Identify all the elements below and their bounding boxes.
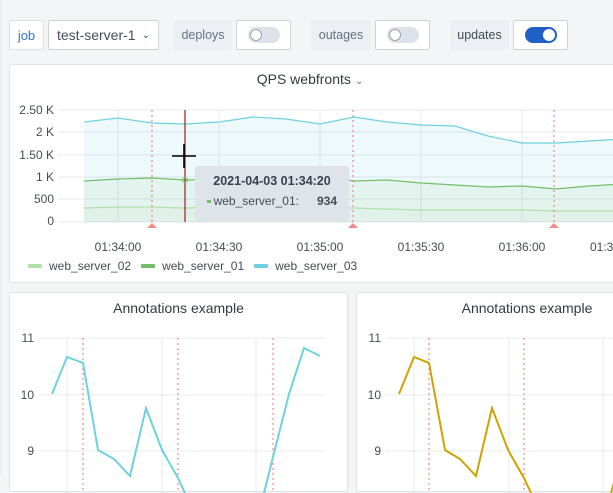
legend-item-web-server-02[interactable]: web_server_02 xyxy=(28,259,131,273)
job-variable-value: test-server-1 xyxy=(57,27,136,43)
x-tick: 01:34:30 xyxy=(195,240,243,254)
outages-label: outages xyxy=(311,20,371,50)
y-tick: 10 xyxy=(367,388,381,402)
toggle-knob xyxy=(249,29,262,41)
legend-label: web_server_03 xyxy=(275,259,358,273)
tooltip-value: 934 xyxy=(316,194,337,208)
y-tick: 11 xyxy=(21,331,34,345)
legend-label: web_server_02 xyxy=(49,259,132,273)
tooltip-series: web_server_01: xyxy=(213,194,299,208)
y-tick: 9 xyxy=(374,444,381,458)
panel-title[interactable]: Annotations example xyxy=(461,300,593,316)
x-tick: 01:36:00 xyxy=(498,240,546,254)
deploys-label: deploys xyxy=(174,20,232,50)
hover-tooltip: 2021-04-03 01:34:20 web_server_01: 934 xyxy=(195,166,349,221)
y-tick: 11 xyxy=(368,331,381,345)
outages-toggle-container[interactable] xyxy=(375,20,430,50)
tooltip-swatch xyxy=(207,199,211,203)
x-tick: 01:35:00 xyxy=(296,240,344,254)
crosshair-cursor-icon xyxy=(172,144,196,168)
job-variable-select[interactable]: test-server-1 ⌄ xyxy=(48,20,159,50)
y-tick: 10 xyxy=(20,388,34,402)
y-tick: 2 K xyxy=(35,125,54,139)
qps-webfronts-panel: QPS webfronts ⌄ 2.50 K 2 K 1.50 K 1 K 500… xyxy=(9,64,613,283)
annotations-chart-1[interactable] xyxy=(10,293,349,493)
y-tick: 2.50 K xyxy=(19,103,54,117)
legend-swatch xyxy=(254,264,269,268)
panel-title[interactable]: QPS webfronts ⌄ xyxy=(10,71,610,87)
y-tick: 1.50 K xyxy=(19,148,54,162)
toggle-knob xyxy=(388,29,401,41)
deploys-toggle[interactable] xyxy=(247,27,280,43)
outages-toggle[interactable] xyxy=(386,27,419,43)
legend-item-web-server-01[interactable]: web_server_01 xyxy=(141,259,244,273)
deploys-toggle-container[interactable] xyxy=(236,20,291,50)
annotations-chart-2[interactable] xyxy=(357,293,613,493)
y-tick: 9 xyxy=(27,444,34,458)
y-tick: 500 xyxy=(33,192,54,206)
legend-swatch xyxy=(28,264,42,268)
updates-label: updates xyxy=(450,20,509,50)
chevron-down-icon: ⌄ xyxy=(141,29,150,41)
annotations-panel-1: Annotations example 11 10 9 xyxy=(9,292,349,493)
tooltip-row: web_server_01: 934 xyxy=(207,194,337,208)
updates-toggle-container[interactable] xyxy=(513,20,568,50)
y-tick: 0 xyxy=(47,214,54,228)
panel-title-text: QPS webfronts xyxy=(256,71,351,87)
left-edge xyxy=(0,0,2,476)
updates-toggle[interactable] xyxy=(524,27,557,43)
annotations-panel-2: Annotations example 11 10 9 xyxy=(356,292,613,493)
tooltip-time: 2021-04-03 01:34:20 xyxy=(213,174,331,188)
legend-item-web-server-03[interactable]: web_server_03 xyxy=(254,259,357,273)
y-tick: 1 K xyxy=(35,170,54,184)
job-variable-label[interactable]: job xyxy=(9,20,44,50)
x-tick: 01:34:00 xyxy=(94,240,142,254)
chevron-down-icon: ⌄ xyxy=(354,76,364,87)
legend: web_server_02 web_server_01 web_server_0… xyxy=(28,259,367,273)
legend-label: web_server_01 xyxy=(162,259,245,273)
legend-swatch xyxy=(141,264,156,268)
toggle-knob xyxy=(542,29,555,41)
x-tick: 01:3 xyxy=(590,240,613,254)
x-tick: 01:35:30 xyxy=(397,240,445,254)
panel-title[interactable]: Annotations example xyxy=(113,300,244,316)
